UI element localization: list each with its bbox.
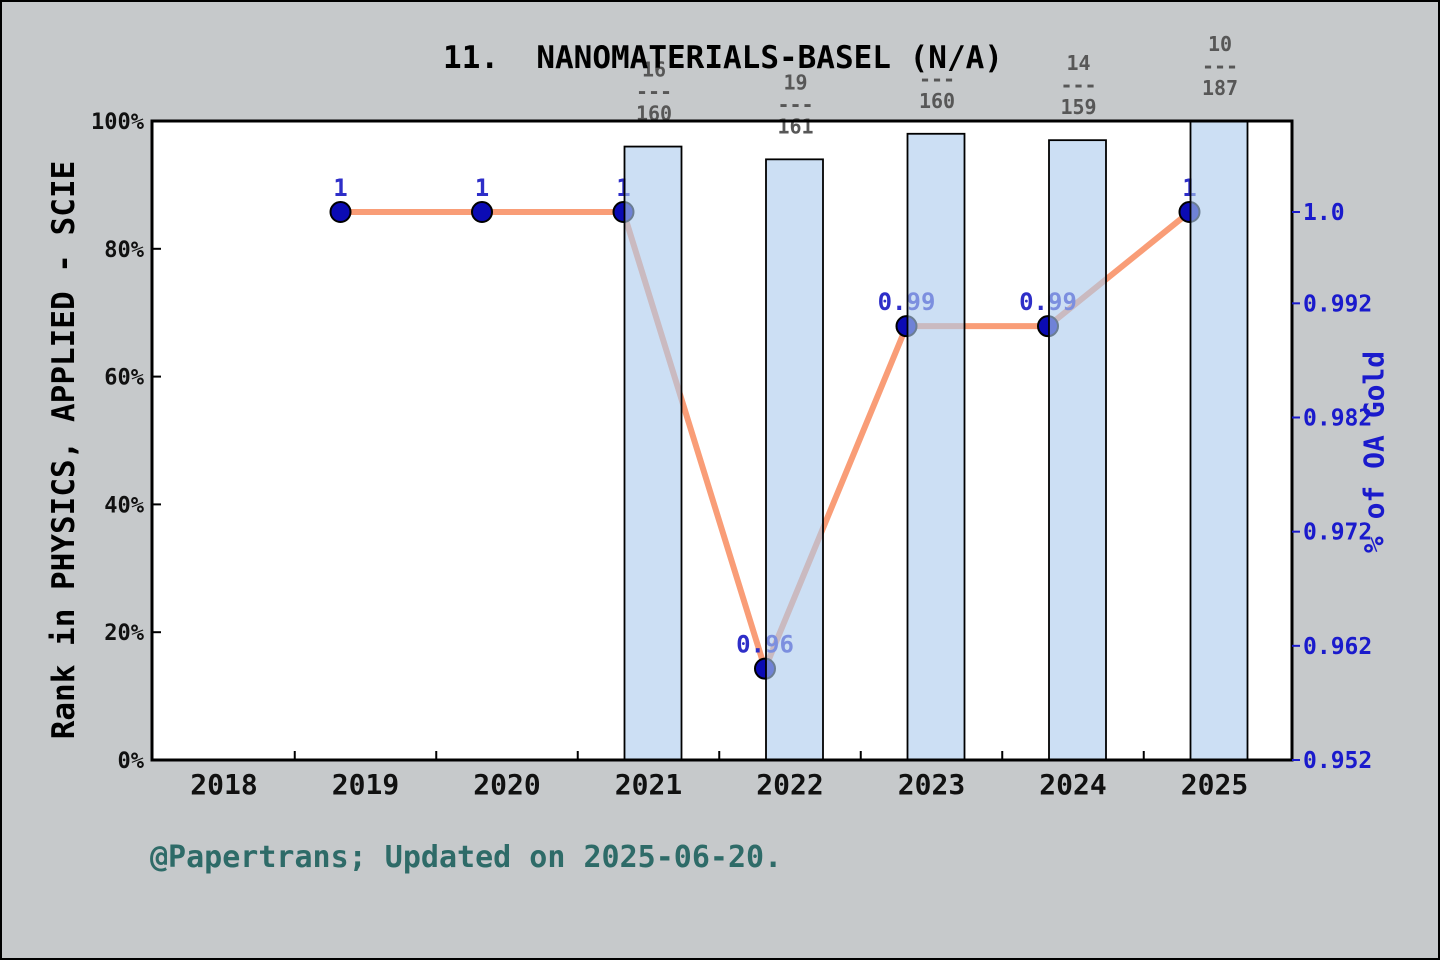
right-tick-label-0.992: 0.992 [1303, 291, 1372, 317]
left-tick-label-60%: 60% [104, 366, 144, 391]
x-tick-label-2019: 2019 [332, 768, 399, 801]
fraction-rule-2023: --- [919, 67, 955, 91]
fraction-rule-2021: --- [636, 80, 672, 104]
right-tick-label-0.952: 0.952 [1303, 748, 1372, 774]
chart-title: 11. NANOMATERIALS-BASEL (N/A) [443, 40, 1003, 76]
left-tick-label-0%: 0% [118, 749, 145, 774]
left-axis-title: Rank in PHYSICS, APPLIED - SCIE [46, 160, 82, 740]
fraction-num-2021: 16 [642, 58, 666, 82]
fraction-rule-2025: --- [1202, 54, 1238, 78]
fraction-rule-2022: --- [777, 92, 813, 116]
x-tick-label-2020: 2020 [473, 768, 540, 801]
rank-bars [623, 120, 1249, 761]
caption: @Papertrans; Updated on 2025-06-20. [150, 840, 783, 875]
left-tick-label-40%: 40% [104, 493, 144, 518]
fraction-den-2023: 160 [919, 89, 955, 113]
bar-2024 [1048, 139, 1107, 761]
left-tick-label-80%: 80% [104, 238, 144, 263]
left-tick-labels: 0% 20% 40% 60% 80% 100% [91, 110, 145, 774]
fraction-den-2022: 161 [777, 114, 813, 138]
right-axis-title: % of OA Gold [1357, 350, 1391, 554]
fraction-num-2022: 19 [783, 70, 807, 94]
marker-2019 [329, 201, 352, 223]
left-tick-label-20%: 20% [104, 621, 144, 646]
bar-2021 [623, 145, 683, 761]
x-tick-label-2022: 2022 [756, 768, 823, 801]
right-tick-label-0.962: 0.962 [1303, 634, 1372, 660]
right-tick-label-0.972: 0.972 [1303, 520, 1372, 546]
axis-ticks [153, 120, 1300, 761]
fraction-num-2025: 10 [1208, 32, 1232, 56]
right-tick-label-1.0: 1.0 [1303, 200, 1345, 226]
x-tick-label-2025: 2025 [1181, 768, 1248, 801]
plot-area [152, 121, 1292, 760]
point-label-2020: 1 [475, 174, 489, 202]
right-tick-label-0.982: 0.982 [1303, 406, 1372, 432]
x-tick-label-2024: 2024 [1039, 768, 1106, 801]
fraction-rule-2024: --- [1060, 73, 1096, 97]
x-tick-label-2018: 2018 [190, 768, 257, 801]
x-tick-labels: 2018 2019 2020 2021 2022 2023 2024 2025 [190, 768, 1248, 801]
fraction-den-2025: 187 [1202, 76, 1238, 100]
point-label-2019: 1 [333, 174, 347, 202]
bar-2025 [1189, 120, 1249, 761]
x-tick-label-2023: 2023 [898, 768, 965, 801]
left-tick-label-100%: 100% [91, 110, 145, 135]
fraction-num-2024: 14 [1066, 51, 1090, 75]
x-tick-label-2021: 2021 [615, 768, 682, 801]
plot-spines [150, 119, 1294, 762]
right-tick-labels: 0.952 0.962 0.972 0.982 0.992 1.0 [1303, 200, 1372, 774]
fraction-den-2024: 159 [1060, 95, 1096, 119]
bar-2022 [765, 158, 824, 761]
marker-2020 [471, 201, 493, 223]
bar-2023 [906, 132, 966, 761]
